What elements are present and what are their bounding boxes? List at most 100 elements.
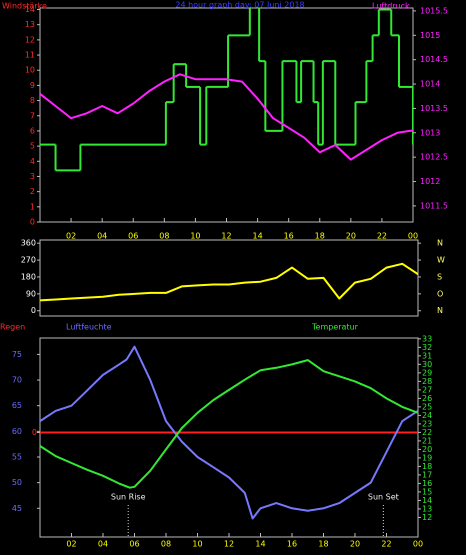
y2-tick-label: S (437, 272, 442, 281)
y-tick-label: 45 (12, 504, 22, 513)
y2-tick-label: 23 (422, 419, 432, 428)
series-label: Regen (0, 323, 25, 332)
y-tick-label: 0 (30, 218, 35, 227)
y-tick-label: 360 (21, 239, 36, 248)
x-tick-label: 02 (66, 232, 76, 241)
y-tick-label: 8 (30, 96, 35, 105)
series-label: Temperatur (311, 323, 359, 332)
y2-tick-label: 14 (422, 496, 432, 505)
y-tick-label: 12 (25, 35, 35, 44)
series-line (40, 262, 418, 302)
y2-tick-label: 28 (422, 377, 432, 386)
x-tick-label: 16 (284, 232, 294, 241)
y-tick-label: 2 (30, 187, 35, 196)
y2-tick-label: 21 (422, 436, 432, 445)
x-tick-label: 22 (381, 540, 391, 549)
y-tick-label: 5 (30, 142, 35, 151)
series-line (40, 359, 418, 489)
y2-tick-label: 24 (422, 411, 432, 420)
x-tick-label: 04 (98, 540, 108, 549)
y-tick-label: 14 (25, 5, 35, 14)
x-tick-label: 18 (318, 540, 328, 549)
y-tick-label: 7 (30, 111, 35, 120)
chart-title: 24 hour graph day: 07 Juni 2018 (175, 1, 304, 10)
y-tick-label: 50 (12, 478, 22, 487)
y2-tick-label: W (437, 256, 445, 265)
series-line (40, 345, 418, 520)
y2-tick-label: 32 (422, 343, 432, 352)
y-tick-label: 1 (30, 202, 35, 211)
y2-tick-label: 31 (422, 351, 432, 360)
x-tick-label: 12 (224, 540, 234, 549)
y2-tick-label: 1015 (420, 31, 440, 40)
y-tick-label: 75 (12, 350, 22, 359)
series-line (40, 73, 413, 161)
x-tick-label: 22 (377, 232, 387, 241)
y-tick-label: 4 (30, 157, 35, 166)
y-tick-label: 270 (21, 256, 36, 265)
plot-area (40, 8, 413, 172)
y2-tick-label: 30 (422, 360, 432, 369)
x-tick-label: 18 (315, 232, 325, 241)
y3-tick-label: 0 (32, 428, 37, 437)
y2-tick-label: 15 (422, 487, 432, 496)
y-tick-label: 65 (12, 401, 22, 410)
y2-tick-label: 17 (422, 470, 432, 479)
y2-tick-label: 12 (422, 513, 432, 522)
x-tick-label: 20 (350, 540, 360, 549)
y-tick-label: 11 (25, 51, 35, 60)
x-tick-label: 12 (221, 232, 231, 241)
x-tick-label: 02 (66, 540, 76, 549)
plot-area (40, 345, 418, 520)
y-tick-label: 0 (31, 306, 36, 315)
y2-tick-label: 16 (422, 479, 432, 488)
x-tick-label: 20 (346, 232, 356, 241)
y2-tick-label: 20 (422, 445, 432, 454)
x-tick-label: 16 (287, 540, 297, 549)
y2-tick-label: 29 (422, 368, 432, 377)
x-tick-label: 08 (161, 540, 171, 549)
y2-tick-label: 1012 (420, 177, 440, 186)
y-tick-label: 180 (21, 272, 36, 281)
plot-area (40, 262, 418, 302)
y2-tick-label: 18 (422, 462, 432, 471)
y-tick-label: 9 (30, 81, 35, 90)
y2-tick-label: 13 (422, 504, 432, 513)
plot-frame (39, 239, 419, 317)
x-tick-label: 06 (128, 232, 138, 241)
y-tick-label: 13 (25, 20, 35, 29)
y-tick-label: 55 (12, 452, 22, 461)
x-tick-label: 00 (413, 540, 423, 549)
y-tick-label: 6 (30, 126, 35, 135)
x-tick-label: 00 (408, 232, 418, 241)
y-tick-label: 3 (30, 172, 35, 181)
y2-tick-label: 1014 (420, 80, 440, 89)
y2-tick-label: 1013.5 (420, 104, 448, 113)
x-tick-label: 14 (252, 232, 262, 241)
y2-tick-label: 25 (422, 402, 432, 411)
y2-tick-label: 1012.5 (420, 153, 448, 162)
y2-tick-label: 1011.5 (420, 201, 448, 210)
y2-tick-label: 22 (422, 428, 432, 437)
series-label: Luftdruck (372, 2, 410, 11)
y2-tick-label: N (437, 306, 443, 315)
y-tick-label: 70 (12, 376, 22, 385)
x-tick-label: 06 (129, 540, 139, 549)
y2-tick-label: 1014.5 (420, 55, 448, 64)
y2-tick-label: 19 (422, 453, 432, 462)
y2-tick-label: 1013 (420, 128, 440, 137)
series-label: Luftfeuchte (66, 323, 112, 332)
x-tick-label: 10 (190, 232, 200, 241)
series-label: Windstärke (2, 2, 47, 11)
y2-tick-label: 33 (422, 334, 432, 343)
x-tick-label: 10 (192, 540, 202, 549)
annotation-text: Sun Rise (111, 493, 146, 502)
y2-tick-label: N (437, 239, 443, 248)
annotation-text: Sun Set (368, 493, 399, 502)
y-tick-label: 90 (26, 289, 36, 298)
y2-tick-label: 27 (422, 385, 432, 394)
y-tick-label: 60 (12, 427, 22, 436)
